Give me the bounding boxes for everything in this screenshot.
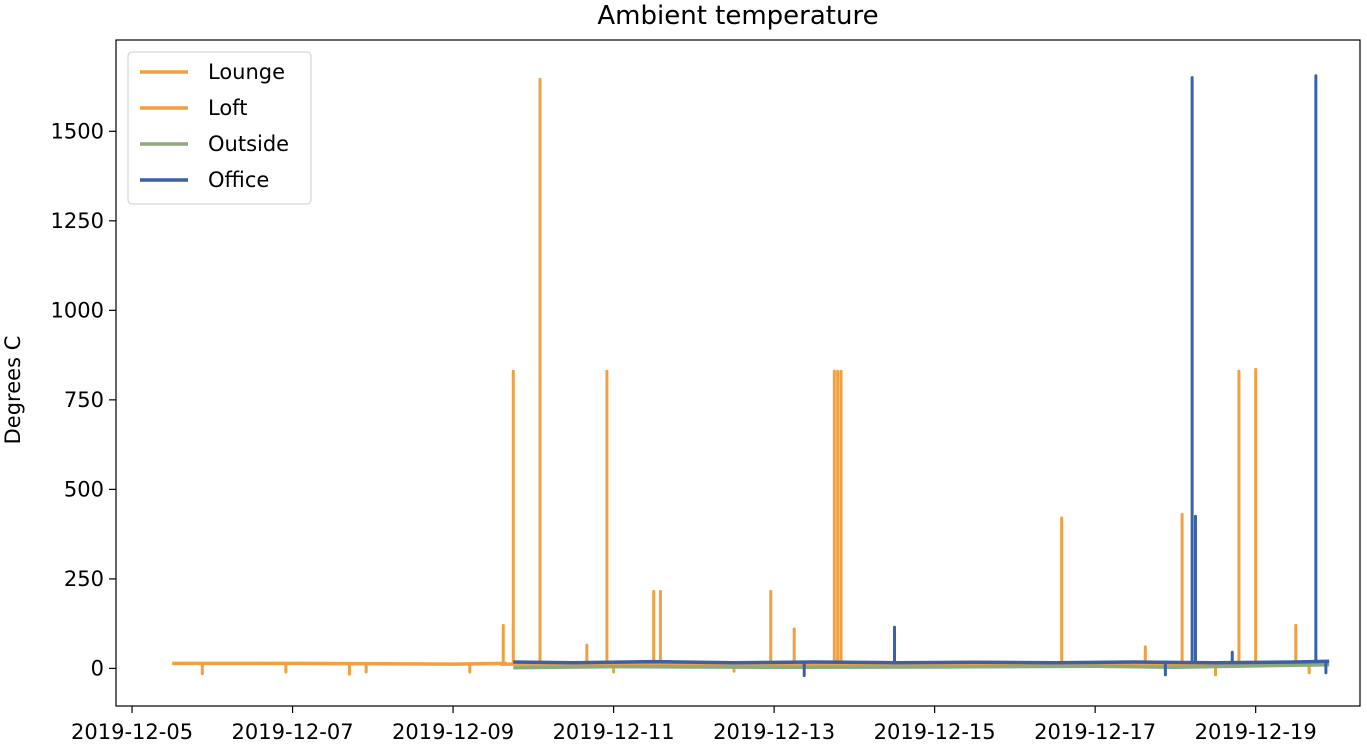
- legend-box: [127, 51, 312, 205]
- series-loft: [499, 77, 1330, 677]
- y-tick-label: 750: [64, 388, 104, 412]
- series-line-office: [513, 659, 1330, 665]
- x-tick-label: 2019-12-09: [392, 720, 514, 744]
- series-lounge: [172, 661, 507, 676]
- x-tick-label: 2019-12-07: [232, 720, 354, 744]
- x-tick-label: 2019-12-19: [1195, 720, 1317, 744]
- series-line-lounge: [172, 661, 507, 666]
- legend-label-outside: Outside: [208, 132, 289, 156]
- y-tick-label: 1250: [51, 209, 104, 233]
- y-tick-label: 500: [64, 477, 104, 501]
- series-group: [172, 74, 1330, 678]
- x-tick-label: 2019-12-13: [713, 720, 835, 744]
- x-tick-label: 2019-12-17: [1034, 720, 1156, 744]
- legend: Lounge Loft Outside Office: [127, 51, 312, 205]
- x-tick-label: 2019-12-05: [71, 720, 193, 744]
- chart-title: Ambient temperature: [597, 1, 878, 31]
- y-tick-label: 1500: [51, 119, 104, 143]
- series-outside: [513, 663, 1330, 670]
- y-axis: 0 250 500 750 1000 1250 1500: [51, 119, 116, 680]
- legend-label-loft: Loft: [208, 96, 247, 120]
- y-axis-label: Degrees C: [1, 336, 25, 445]
- legend-label-office: Office: [208, 168, 269, 192]
- x-tick-label: 2019-12-11: [553, 720, 675, 744]
- legend-label-lounge: Lounge: [208, 60, 285, 84]
- y-tick-label: 250: [64, 567, 104, 591]
- y-tick-label: 1000: [51, 298, 104, 322]
- series-office: [513, 74, 1330, 678]
- plot-frame: [115, 39, 1361, 707]
- y-tick-label: 0: [91, 656, 104, 680]
- x-tick-label: 2019-12-15: [874, 720, 996, 744]
- series-line-outside: [513, 663, 1330, 670]
- x-axis: 2019-12-05 2019-12-07 2019-12-09 2019-12-11…: [71, 706, 1317, 744]
